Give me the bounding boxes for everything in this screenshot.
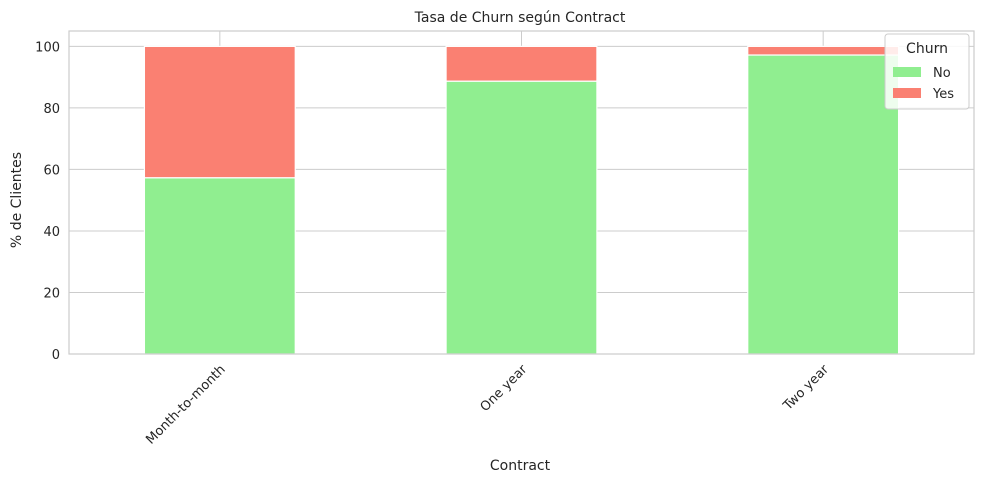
bar-no-0 [143,177,296,355]
y-tick-label: 20 [43,286,60,301]
legend-title: Churn [906,41,948,57]
plot-frame [68,30,975,355]
legend-label-no: No [933,66,951,81]
y-tick-labels: 0 20 40 60 80 100 [35,40,60,363]
bar-yes-2 [747,45,900,56]
legend-label-yes: Yes [932,87,954,102]
y-axis-label: % de Clientes [9,152,25,248]
y-tick-label: 60 [43,163,60,178]
legend-swatch-yes [893,88,921,98]
chart-title: Tasa de Churn según Contract [414,10,626,26]
bar-no-2 [747,54,900,355]
bar-no-1 [445,80,598,355]
bar-yes-0 [143,45,296,179]
y-tick-label: 40 [43,225,60,240]
y-tick-label: 80 [43,102,60,117]
y-tick-label: 100 [35,40,60,55]
legend-swatch-no [893,67,921,77]
bar-yes-1 [445,45,598,82]
legend: Churn No Yes [884,33,970,110]
bars [143,45,900,355]
y-tick-label: 0 [52,348,60,363]
x-axis-label: Contract [490,458,551,474]
